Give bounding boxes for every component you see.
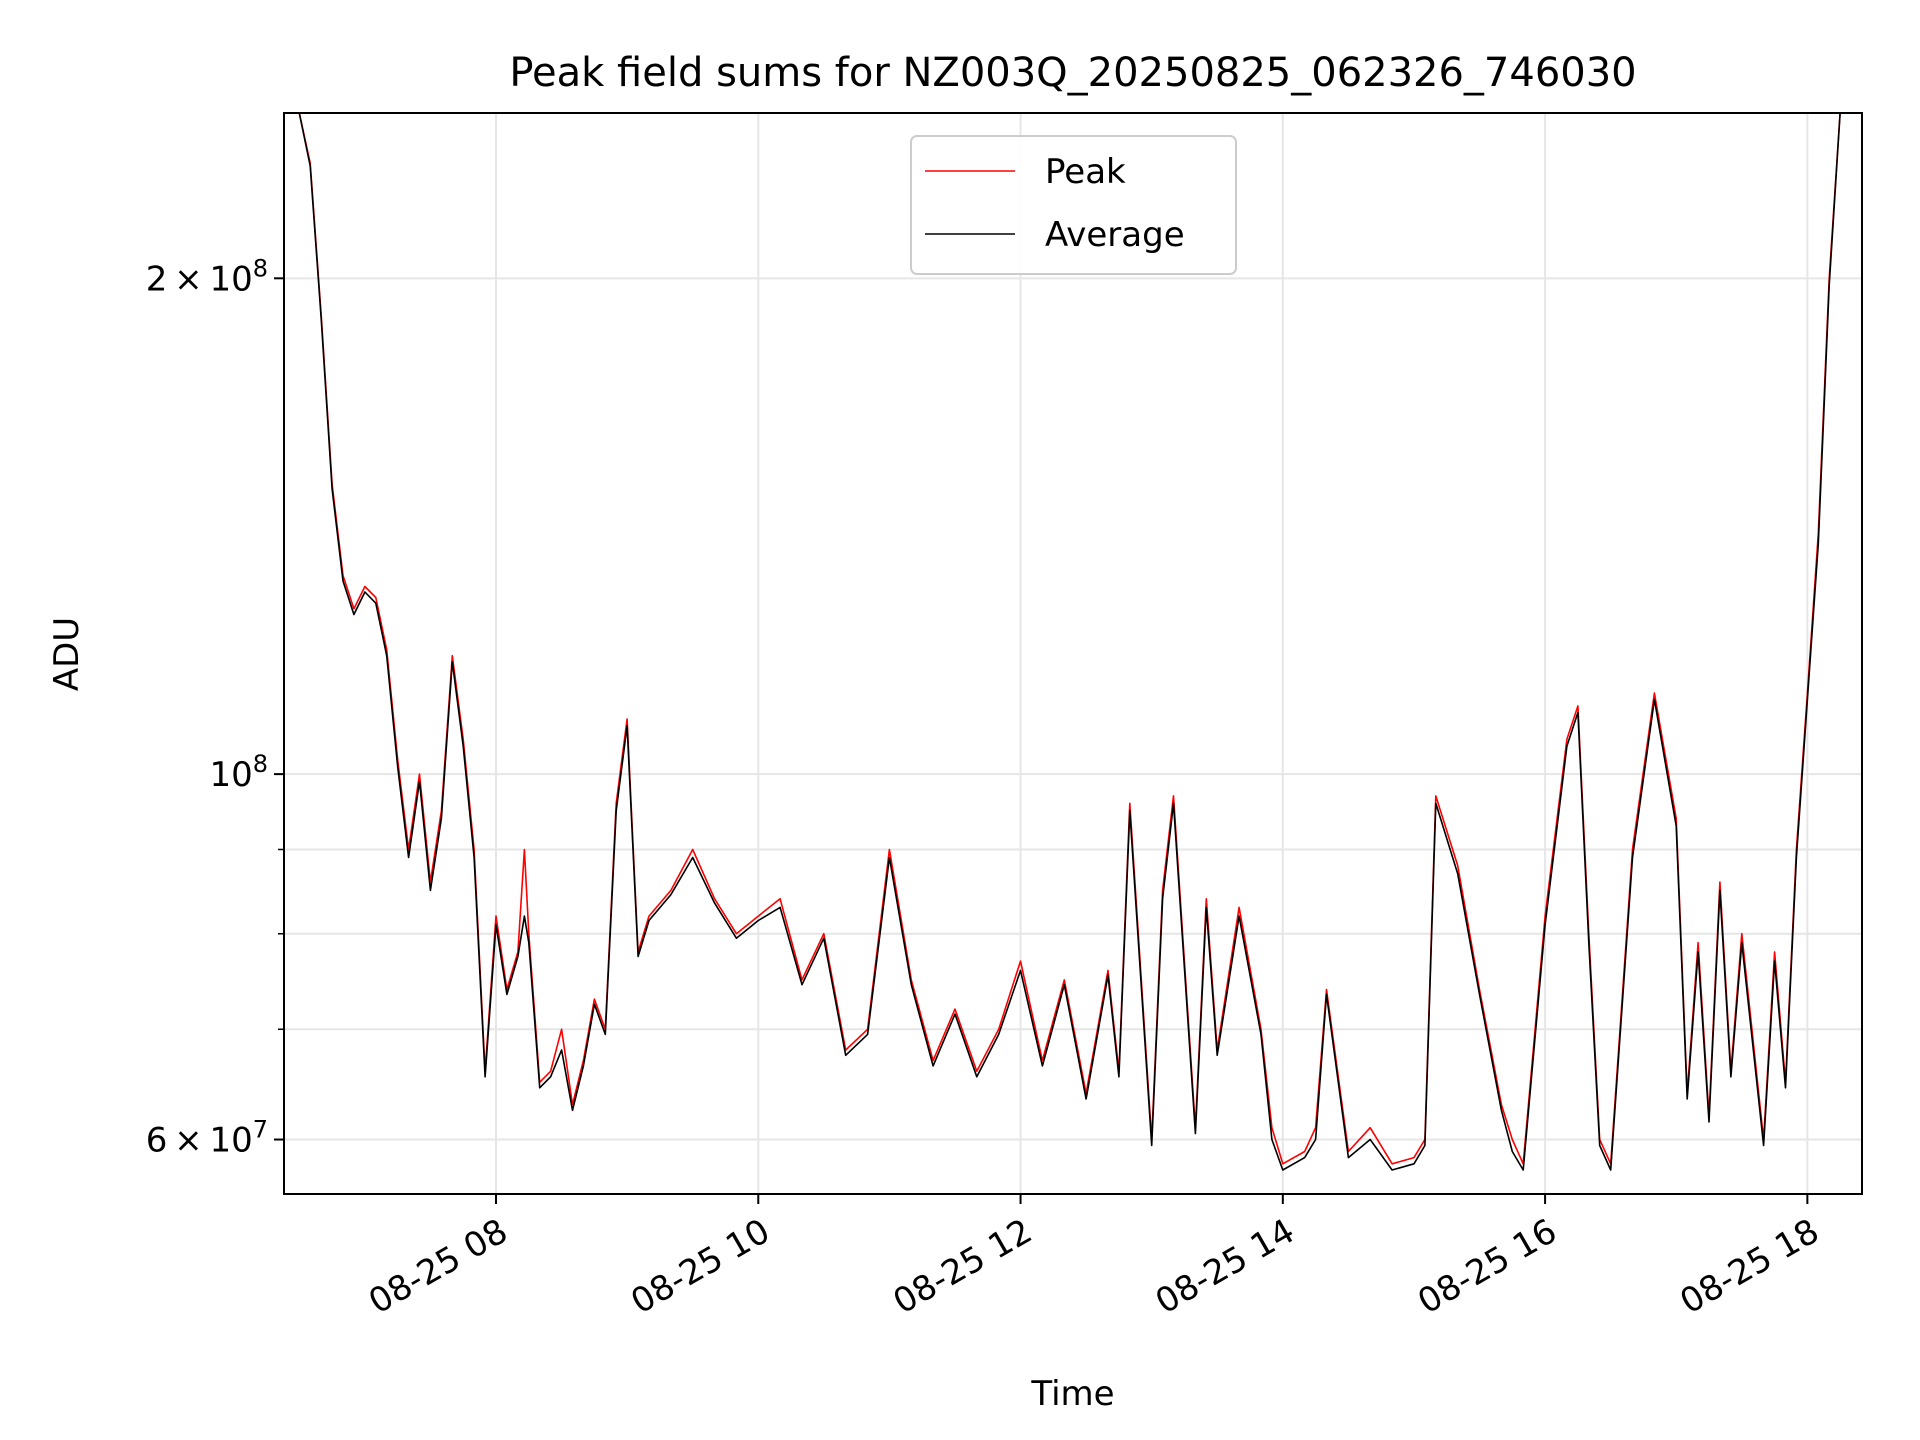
x-axis-label: Time — [1030, 1374, 1114, 1414]
chart-title: Peak field sums for NZ003Q_20250825_0623… — [509, 50, 1636, 96]
series-layer — [298, 113, 1841, 1171]
plot-frame — [283, 112, 1863, 1195]
y-axis-label: ADU — [47, 617, 87, 691]
legend-label-average: Average — [1045, 215, 1185, 255]
legend-label-peak: Peak — [1045, 152, 1126, 192]
y-tick-label: 108 — [209, 750, 268, 795]
y-tick-label: 6 × 107 — [146, 1116, 268, 1161]
series-line-average — [298, 113, 1841, 1171]
grid-layer — [284, 113, 1862, 1194]
legend: Peak Average — [910, 135, 1237, 275]
y-tick-label: 2 × 108 — [146, 254, 268, 299]
